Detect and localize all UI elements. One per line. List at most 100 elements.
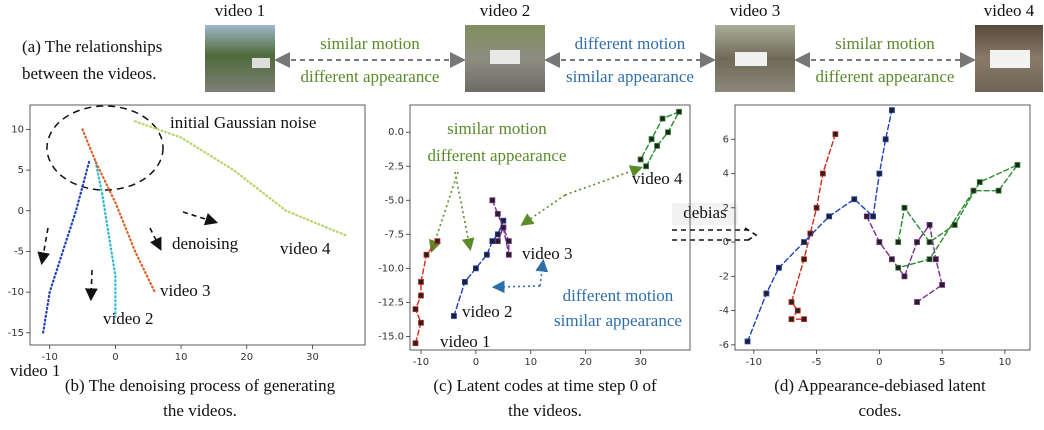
y-tick-label: -2: [719, 271, 729, 282]
relation-appearance: different appearance: [301, 67, 440, 86]
point: [654, 142, 660, 149]
point: [665, 129, 671, 136]
series-line: [42, 160, 91, 334]
point: [494, 231, 501, 238]
point: [895, 264, 902, 271]
point: [932, 256, 939, 263]
y-tick-label: -2.5: [384, 161, 404, 172]
x-tick-label: 10: [524, 357, 537, 368]
y-tick-label: -4: [719, 306, 729, 317]
denoise-arrow: [182, 211, 219, 226]
point: [901, 273, 908, 280]
annotation: similar appearance: [554, 311, 682, 330]
x-tick-label: 0: [112, 352, 118, 363]
y-tick-label: -5.0: [384, 195, 404, 206]
point: [813, 204, 820, 211]
series-label: video 2: [103, 309, 154, 328]
panel-caption: (c) Latent codes at time step 0 of: [433, 376, 657, 395]
point: [832, 131, 839, 138]
point: [976, 179, 983, 185]
noise-ellipse: [46, 105, 164, 191]
x-tick-label: -10: [746, 357, 762, 368]
point: [776, 264, 782, 271]
point: [643, 163, 649, 170]
point: [483, 251, 490, 258]
point: [801, 239, 807, 245]
point: [870, 213, 876, 220]
denoise-arrow: [84, 269, 98, 302]
point: [494, 238, 501, 245]
point: [882, 136, 889, 143]
annotation: initial Gaussian noise: [170, 113, 316, 132]
point: [412, 340, 419, 347]
point: [489, 238, 496, 245]
point: [744, 338, 751, 345]
relation-motion: different motion: [575, 34, 686, 53]
y-tick-label: -10.0: [378, 263, 404, 274]
series-label: video 4: [632, 169, 683, 188]
relation-appearance: similar appearance: [566, 67, 694, 86]
point: [788, 316, 795, 323]
point: [637, 156, 644, 163]
point: [863, 213, 870, 220]
point: [889, 107, 895, 114]
point: [676, 108, 682, 115]
point: [914, 239, 920, 245]
series-label: video 3: [160, 281, 211, 300]
annotation-arrow: [520, 194, 566, 226]
y-tick-label: 0: [723, 237, 729, 248]
point: [462, 279, 468, 285]
y-tick-label: -6: [719, 340, 729, 351]
series-label: video 4: [280, 239, 331, 258]
video-label: video 3: [730, 1, 781, 20]
point: [505, 238, 512, 245]
point: [939, 281, 946, 288]
y-tick-label: 0.0: [388, 127, 404, 138]
annotation-arrow: [428, 171, 459, 254]
x-tick-label: -10: [413, 357, 429, 368]
y-tick-label: 4: [723, 169, 729, 180]
y-tick-label: -12.5: [378, 297, 404, 308]
x-tick-label: 20: [240, 352, 253, 363]
point: [648, 136, 655, 142]
point: [901, 204, 908, 211]
point: [489, 197, 496, 204]
plot-frame: [409, 104, 691, 351]
point: [412, 306, 419, 313]
point: [434, 238, 441, 245]
x-tick-label: 30: [306, 352, 319, 363]
series-line: [134, 120, 347, 237]
panel-caption: (b) The denoising process of generating: [65, 376, 336, 395]
annotation-arrow: [535, 258, 549, 287]
annotation: denoising: [172, 234, 239, 253]
point: [418, 279, 424, 285]
point: [801, 256, 807, 263]
annotation: different appearance: [428, 146, 567, 165]
x-tick-label: 10: [175, 352, 188, 363]
series-line: [746, 109, 893, 343]
y-tick-label: -15: [8, 328, 24, 339]
series-line: [81, 128, 156, 294]
panel-caption: the videos.: [163, 401, 237, 420]
point: [876, 239, 883, 245]
car: [252, 58, 270, 68]
point: [926, 256, 933, 263]
annotation: different motion: [563, 286, 674, 305]
point: [951, 222, 958, 228]
debias-label: debias: [683, 203, 726, 222]
point: [926, 239, 933, 245]
relation-motion: similar motion: [835, 34, 935, 53]
panel-a-caption: (a) The relationships: [22, 37, 162, 56]
point: [418, 292, 424, 299]
series-label: video 1: [10, 361, 61, 380]
x-tick-label: 0: [876, 357, 882, 368]
point: [451, 313, 457, 319]
point: [500, 217, 507, 224]
y-tick-label: 10: [11, 124, 24, 135]
point: [763, 290, 770, 297]
x-tick-label: -5: [812, 357, 822, 368]
series-label: video 2: [462, 302, 513, 321]
annotation: similar motion: [447, 119, 547, 138]
video-label: video 1: [215, 1, 266, 20]
relation-motion: similar motion: [320, 34, 420, 53]
